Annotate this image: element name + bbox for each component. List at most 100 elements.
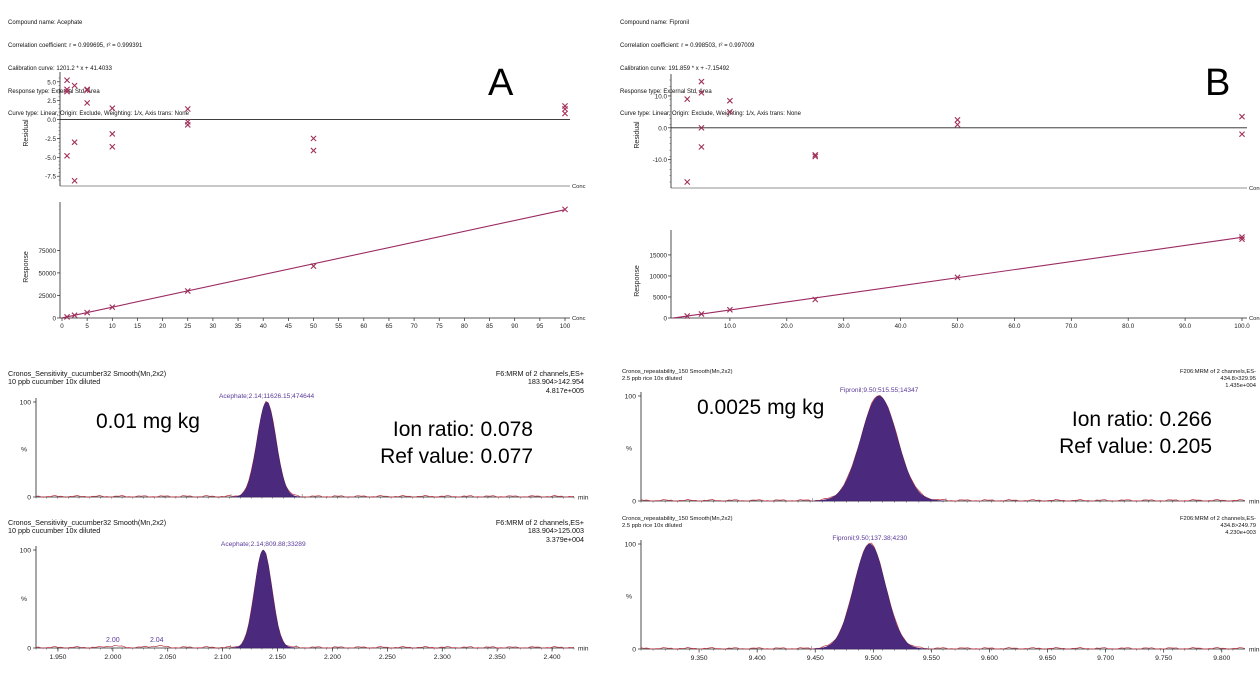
y-tick-label: 10000 bbox=[649, 273, 667, 280]
trace-caption-b2: Cronos_repeatability_150 Smooth(Mn,2x2) … bbox=[622, 516, 733, 530]
x-axis-label: Conc bbox=[1249, 186, 1260, 192]
concentration-note-b: 0.0025 mg kg bbox=[697, 396, 825, 419]
ion-ratio-block-a: Ion ratio: 0.078 Ref value: 0.077 bbox=[380, 416, 533, 470]
y-tick-label: 0 bbox=[27, 646, 31, 653]
x-tick-label: 70.0 bbox=[1065, 323, 1078, 330]
transition-label: 183.904>142.954 bbox=[527, 377, 584, 387]
trace-caption-a2: Cronos_Sensitivity_cucumber32 Smooth(Mn,… bbox=[8, 518, 166, 536]
y-tick-label: 75000 bbox=[38, 248, 56, 255]
data-point bbox=[1239, 234, 1245, 241]
trace-channel-b1: F206:MRM of 2 channels,ES- 434.8>329.95 … bbox=[1180, 369, 1256, 390]
calibration-header-a: Compound name: Acephate Correlation coef… bbox=[8, 5, 189, 127]
y-tick-label: 0.0 bbox=[47, 117, 56, 124]
x-tick-label: 80 bbox=[461, 323, 468, 330]
panel-letter-a: A bbox=[488, 62, 514, 104]
y-tick-label: 25000 bbox=[38, 293, 56, 300]
x-tick-label: 45 bbox=[285, 323, 292, 330]
y-axis-label: Residual bbox=[634, 121, 641, 149]
intensity-label: 4.230e+003 bbox=[1225, 530, 1256, 536]
x-tick-label: 9.750 bbox=[1155, 655, 1172, 662]
x-tick-label: 5 bbox=[85, 323, 89, 330]
sample-name: Cronos_repeatability_150 Smooth(Mn,2x2) bbox=[622, 369, 733, 375]
x-axis-label: min bbox=[1249, 499, 1260, 506]
y-tick-label: -10.0 bbox=[653, 157, 668, 164]
chromatogram-peak bbox=[813, 543, 927, 650]
x-tick-label: 85 bbox=[486, 323, 493, 330]
data-point bbox=[184, 287, 191, 294]
y-tick-label: 100 bbox=[625, 394, 637, 401]
x-tick-label: 15 bbox=[134, 323, 141, 330]
data-point bbox=[71, 312, 78, 319]
x-axis-label: Conc bbox=[572, 316, 586, 322]
x-tick-label: 9.700 bbox=[1097, 655, 1114, 662]
x-tick-label: 9.550 bbox=[923, 655, 940, 662]
x-tick-label: 80.0 bbox=[1122, 323, 1135, 330]
x-tick-label: 2.250 bbox=[379, 654, 396, 661]
channel-label: F206:MRM of 2 channels,ES- bbox=[1179, 369, 1256, 375]
data-point bbox=[109, 130, 116, 137]
x-tick-label: 55 bbox=[335, 323, 342, 330]
y-tick-label: 0 bbox=[632, 647, 636, 654]
y-tick-label: -7.5 bbox=[45, 174, 56, 181]
data-point bbox=[64, 77, 71, 84]
y-tick-label: 15000 bbox=[649, 252, 667, 259]
ion-ratio: Ion ratio: 0.266 bbox=[1071, 408, 1212, 431]
channel-label: F6:MRM of 2 channels,ES+ bbox=[495, 369, 584, 378]
compound-name: Compound name: Acephate bbox=[8, 20, 83, 27]
data-point bbox=[109, 105, 116, 112]
x-tick-label: 50.0 bbox=[951, 323, 964, 330]
data-point bbox=[109, 304, 116, 311]
channel-label: F206:MRM of 2 channels,ES- bbox=[1179, 516, 1256, 522]
peak-label: Fipronil;9.50;137.38;4230 bbox=[832, 535, 907, 542]
transition-label: 434.8>329.95 bbox=[1220, 376, 1256, 382]
data-point bbox=[109, 143, 116, 150]
trace-channel-a2: F6:MRM of 2 channels,ES+ 183.904>125.003… bbox=[495, 518, 584, 544]
data-point bbox=[84, 87, 91, 94]
data-point bbox=[71, 177, 78, 184]
x-tick-label: 100.0 bbox=[1234, 323, 1250, 330]
x-tick-label: 9.450 bbox=[807, 655, 824, 662]
x-tick-label: 35 bbox=[235, 323, 242, 330]
data-point bbox=[71, 82, 78, 89]
data-point bbox=[812, 151, 819, 158]
y-tick-label: 50000 bbox=[38, 270, 56, 277]
y-axis-label: Response bbox=[634, 265, 641, 297]
correlation-coefficient: Correlation coefficient: r = 0.999695, r… bbox=[8, 42, 143, 49]
data-point bbox=[562, 206, 568, 213]
data-point bbox=[64, 313, 71, 320]
x-tick-label: 0 bbox=[60, 323, 64, 330]
data-point bbox=[310, 263, 317, 270]
x-tick-label: 50 bbox=[310, 323, 317, 330]
y-tick-label: 5.0 bbox=[47, 79, 56, 86]
x-tick-label: 2.100 bbox=[214, 654, 231, 661]
chromatogram-peak bbox=[232, 401, 301, 498]
x-tick-label: 90.0 bbox=[1179, 323, 1192, 330]
small-peak-label: 2.00 bbox=[106, 637, 120, 644]
calibration-curve: Calibration curve: 1201.2 * x + 41.4033 bbox=[8, 65, 112, 72]
x-axis-label: min bbox=[1249, 647, 1260, 654]
y-tick-label: 5000 bbox=[653, 294, 668, 301]
x-tick-label: 2.400 bbox=[544, 654, 561, 661]
y-tick-label: 0 bbox=[52, 316, 56, 323]
sample-name: Cronos_repeatability_150 Smooth(Mn,2x2) bbox=[622, 516, 733, 522]
channel-label: F6:MRM of 2 channels,ES+ bbox=[495, 518, 584, 527]
ion-ratio-block-b: Ion ratio: 0.266 Ref value: 0.205 bbox=[1059, 406, 1212, 460]
calibration-header-b: Compound name: Fipronil Correlation coef… bbox=[620, 5, 801, 127]
x-tick-label: 95 bbox=[536, 323, 543, 330]
peak-label: Fipronil;9.50;515.55;14347 bbox=[840, 387, 919, 394]
x-tick-label: 25 bbox=[184, 323, 191, 330]
x-tick-label: 100 bbox=[560, 323, 571, 330]
calibration-curve: Calibration curve: 191.859 * x + -7.1549… bbox=[620, 65, 730, 72]
x-tick-label: 40.0 bbox=[895, 323, 908, 330]
data-point bbox=[84, 309, 91, 316]
data-point bbox=[684, 179, 691, 185]
x-tick-label: 2.150 bbox=[269, 654, 286, 661]
x-axis-label: min bbox=[578, 495, 589, 502]
x-tick-label: 30 bbox=[209, 323, 216, 330]
data-point bbox=[954, 274, 961, 281]
y-axis-percent: % bbox=[626, 594, 632, 601]
trace-caption-a1: Cronos_Sensitivity_cucumber32 Smooth(Mn,… bbox=[8, 369, 166, 387]
x-tick-label: 2.200 bbox=[324, 654, 341, 661]
x-tick-label: 9.500 bbox=[865, 655, 882, 662]
ref-value: Ref value: 0.205 bbox=[1059, 435, 1212, 458]
